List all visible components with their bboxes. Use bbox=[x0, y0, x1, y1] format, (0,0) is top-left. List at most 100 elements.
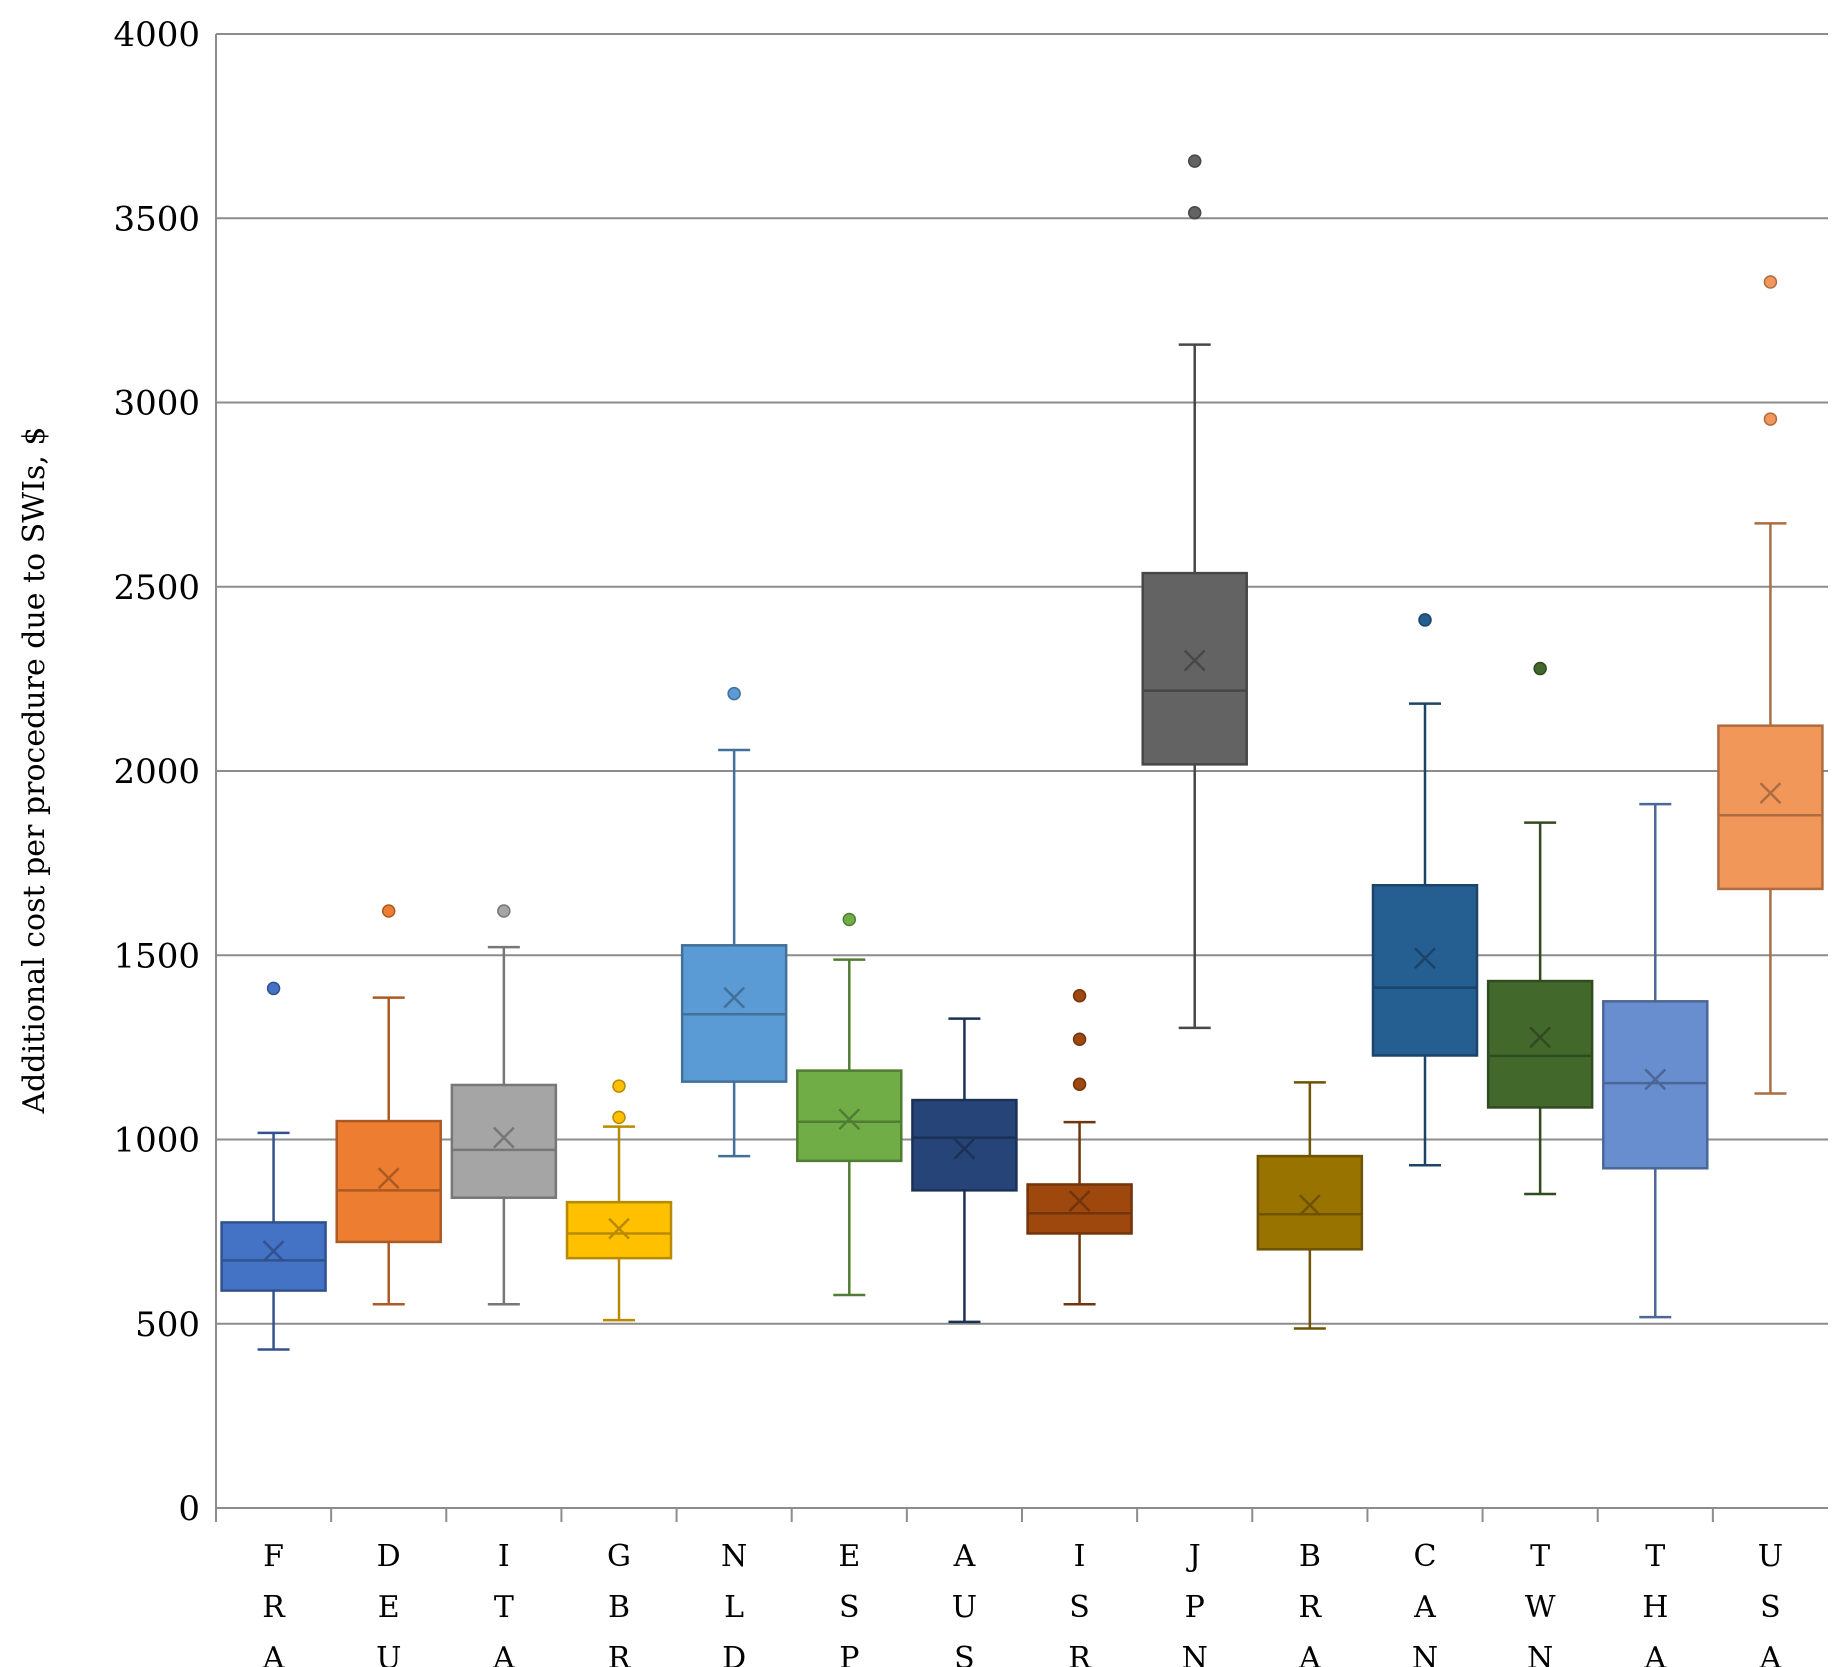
y-tick-label: 3500 bbox=[113, 199, 200, 239]
outlier-point bbox=[842, 912, 857, 927]
x-tick-label-letter: U bbox=[1758, 1539, 1783, 1574]
x-tick-label-letter: S bbox=[1069, 1590, 1090, 1625]
x-tick-label-letter: W bbox=[1525, 1590, 1556, 1625]
box-ITA bbox=[450, 904, 558, 1306]
x-tick-label-letter: A bbox=[262, 1641, 285, 1667]
outlier-point bbox=[1072, 1077, 1087, 1091]
mean-marker bbox=[1183, 649, 1206, 672]
x-tick-label-letter: N bbox=[721, 1539, 747, 1574]
iqr-box bbox=[450, 1083, 558, 1199]
box-ISR bbox=[1026, 989, 1133, 1306]
box-GBR bbox=[565, 1079, 673, 1322]
x-tick-label-letter: P bbox=[1185, 1590, 1205, 1625]
outlier-point bbox=[1533, 661, 1547, 676]
x-tick-label-letter: R bbox=[608, 1641, 632, 1667]
x-tick-label-letter: R bbox=[1068, 1641, 1092, 1667]
x-tick-label-letter: R bbox=[262, 1590, 286, 1625]
box-TWN bbox=[1486, 661, 1594, 1196]
iqr-box bbox=[1602, 1000, 1709, 1170]
y-tick-label: 500 bbox=[135, 1305, 200, 1345]
box-BRA bbox=[1256, 1081, 1364, 1330]
x-tick-label-letter: B bbox=[608, 1590, 630, 1625]
outlier-point bbox=[1187, 154, 1202, 168]
box-JPN bbox=[1141, 154, 1248, 1030]
y-axis-title: Additional cost per procedure due to SWI… bbox=[17, 427, 52, 1115]
mean-marker bbox=[953, 1137, 976, 1160]
x-tick-label-letter: S bbox=[1760, 1590, 1781, 1625]
y-tick-label: 2000 bbox=[113, 752, 200, 792]
mean-marker bbox=[1759, 782, 1782, 804]
box-AUS bbox=[911, 1017, 1018, 1324]
mean-marker bbox=[1298, 1194, 1321, 1216]
iqr-box bbox=[796, 1069, 903, 1163]
x-tick-label-letter: B bbox=[1299, 1539, 1321, 1574]
x-tick-label-letter: A bbox=[1298, 1641, 1321, 1667]
mean-marker bbox=[838, 1108, 861, 1131]
box-ESP bbox=[796, 912, 903, 1297]
iqr-box bbox=[1256, 1154, 1364, 1251]
outlier-point bbox=[381, 904, 396, 918]
box-USA bbox=[1717, 275, 1824, 1095]
mean-marker bbox=[1644, 1068, 1667, 1091]
outlier-point bbox=[1763, 275, 1778, 289]
x-tick-label-letter: H bbox=[1642, 1590, 1668, 1625]
axis-labels: 05001000150020002500300035004000FRADEUIT… bbox=[113, 15, 1783, 1667]
iqr-box bbox=[1717, 724, 1824, 891]
x-tick-label-letter: C bbox=[1414, 1539, 1437, 1574]
iqr-box bbox=[1141, 571, 1248, 766]
x-tick-label-letter: U bbox=[376, 1641, 401, 1667]
box-THA bbox=[1602, 802, 1709, 1319]
mean-marker bbox=[608, 1217, 630, 1240]
iqr-box bbox=[335, 1119, 442, 1244]
x-tick-label-letter: T bbox=[494, 1590, 514, 1625]
x-tick-label-letter: A bbox=[492, 1641, 515, 1667]
box-CAN bbox=[1371, 613, 1479, 1167]
x-tick-label-letter: J bbox=[1186, 1539, 1201, 1574]
x-tick-label-letter: E bbox=[378, 1590, 400, 1625]
outlier-point bbox=[1072, 1032, 1087, 1047]
y-tick-label: 1000 bbox=[113, 1121, 200, 1161]
iqr-box bbox=[911, 1098, 1018, 1192]
box-NLD bbox=[680, 686, 788, 1158]
mean-marker bbox=[492, 1126, 515, 1149]
mean-marker bbox=[1414, 947, 1436, 970]
y-tick-label: 4000 bbox=[113, 15, 200, 55]
x-tick-label-letter: G bbox=[607, 1539, 631, 1574]
outlier-point bbox=[1763, 412, 1778, 426]
y-tick-label: 1500 bbox=[113, 936, 200, 976]
outlier-point bbox=[1418, 613, 1432, 627]
x-tick-label-letter: D bbox=[722, 1641, 746, 1667]
x-tick-label-letter: A bbox=[1759, 1641, 1782, 1667]
iqr-box bbox=[1026, 1183, 1133, 1235]
x-tick-label-letter: N bbox=[1527, 1641, 1553, 1667]
mean-marker bbox=[377, 1167, 400, 1190]
outlier-point bbox=[727, 686, 741, 701]
x-tick-label-letter: A bbox=[953, 1539, 976, 1574]
boxes bbox=[220, 154, 1824, 1351]
y-tick-label: 0 bbox=[178, 1489, 200, 1529]
outlier-point bbox=[612, 1079, 626, 1093]
mean-marker bbox=[723, 986, 746, 1009]
x-tick-label-letter: L bbox=[724, 1590, 744, 1625]
outlier-point bbox=[497, 904, 511, 918]
x-tick-label-letter: S bbox=[839, 1590, 860, 1625]
x-tick-label-letter: T bbox=[1530, 1539, 1550, 1574]
x-tick-label-letter: A bbox=[1413, 1590, 1436, 1625]
x-tick-label-letter: N bbox=[1182, 1641, 1208, 1667]
x-tick-label-letter: D bbox=[377, 1539, 401, 1574]
iqr-box bbox=[1486, 979, 1594, 1109]
mean-marker bbox=[1529, 1026, 1552, 1049]
x-tick-label-letter: I bbox=[1074, 1539, 1086, 1574]
x-tick-label-letter: E bbox=[838, 1539, 860, 1574]
axes bbox=[215, 34, 1828, 1522]
mean-marker bbox=[1068, 1190, 1091, 1212]
y-tick-label: 3000 bbox=[113, 384, 200, 424]
outlier-point bbox=[266, 981, 281, 996]
x-tick-label-letter: I bbox=[498, 1539, 510, 1574]
box-FRA bbox=[220, 981, 327, 1351]
x-tick-label-letter: A bbox=[1643, 1641, 1666, 1667]
outlier-point bbox=[1187, 205, 1202, 220]
x-tick-label-letter: P bbox=[839, 1641, 859, 1667]
